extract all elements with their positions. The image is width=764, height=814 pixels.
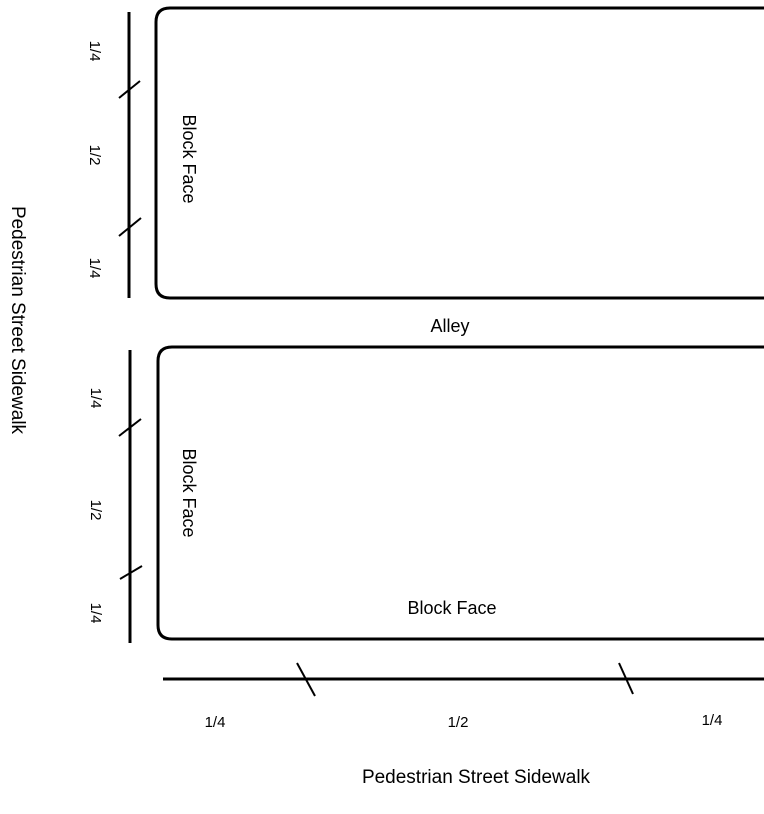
top-block-face-label: Block Face	[179, 114, 199, 203]
bottom-segment-3-label: 1/4	[702, 712, 723, 729]
bottom-block-face-left-label: Block Face	[179, 448, 199, 537]
top-left-segment-1-label: 1/4	[86, 41, 103, 62]
left-sidewalk-label: Pedestrian Street Sidewalk	[7, 206, 28, 435]
bottom-left-segment-1-label: 1/4	[87, 388, 104, 409]
top-left-division-tick-2	[118, 217, 142, 237]
bottom-left-segment-2-label: 1/2	[87, 500, 104, 521]
top-left-division-tick-1	[118, 80, 141, 99]
bottom-block-face-bottom-label: Block Face	[407, 598, 496, 618]
bottom-left-segment-3-label: 1/4	[87, 603, 104, 624]
bottom-sidewalk-label: Pedestrian Street Sidewalk	[362, 767, 591, 788]
top-left-segment-3-label: 1/4	[86, 258, 103, 279]
alley-label: Alley	[430, 316, 469, 336]
bottom-segment-1-label: 1/4	[205, 714, 226, 731]
bottom-left-division-tick-1	[118, 418, 142, 437]
bottom-segment-2-label: 1/2	[448, 714, 469, 731]
top-left-segment-2-label: 1/2	[86, 145, 103, 166]
bottom-division-tick-2	[618, 662, 634, 695]
top-block	[154, 6, 764, 300]
bottom-left-division-tick-2	[119, 565, 143, 580]
bottom-block	[156, 345, 764, 641]
bottom-division-tick-1	[296, 662, 316, 697]
